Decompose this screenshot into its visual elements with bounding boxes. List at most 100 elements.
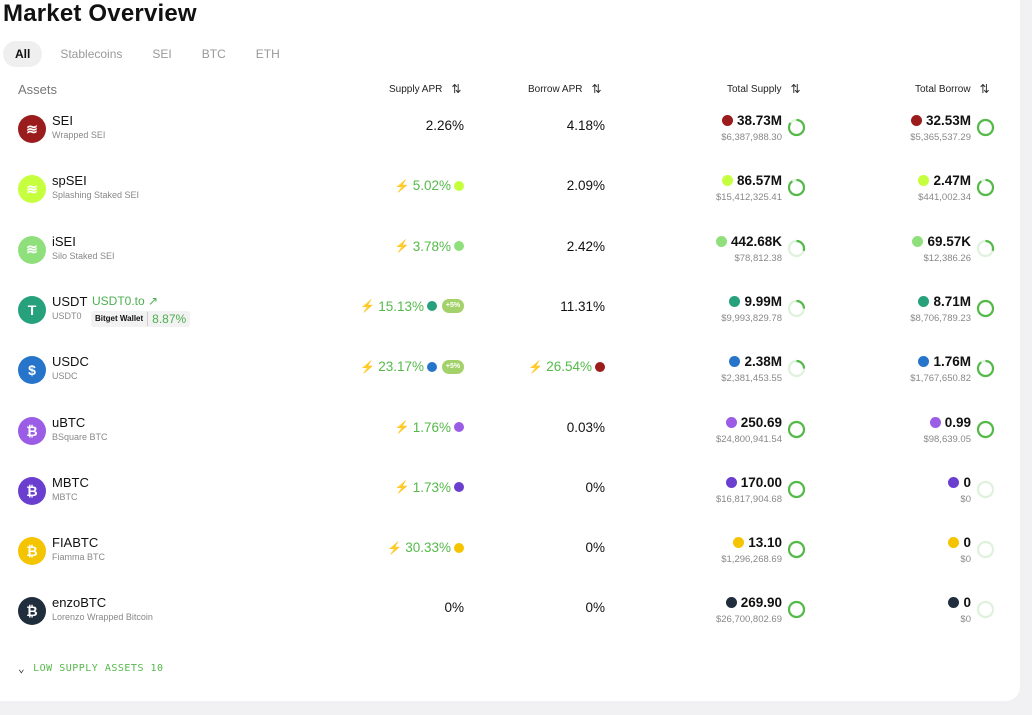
reward-token-icon — [454, 482, 464, 493]
total-borrow-cell: 1.76M $1,767,650.82 — [910, 354, 971, 385]
market-overview-card: Market Overview All Stablecoins SEI BTC … — [0, 0, 1020, 701]
bolt-icon: ⚡ — [394, 178, 410, 193]
total-borrow-header[interactable]: Total Borrow ⇅ — [915, 82, 990, 96]
wallet-badge[interactable]: Bitget Wallet 8.87% — [91, 310, 191, 327]
table-row[interactable]: ≋ spSEI Splashing Staked SEI ⚡ 5.02% 2.09% 86.… — [0, 170, 1020, 230]
bolt-icon: ⚡ — [387, 540, 403, 555]
asset-logo-icon: $ — [18, 356, 46, 385]
table-row[interactable]: T USDT USDT0 USDT0.to ↗ Bitget Wallet 8.87% ⚡ 1… — [0, 291, 1020, 351]
utilization-ring-icon — [787, 118, 806, 137]
asset-name: enzoBTC — [52, 595, 107, 611]
token-icon — [721, 115, 733, 126]
utilization-ring-icon — [787, 239, 806, 257]
utilization-ring-icon — [787, 420, 806, 438]
borrow-apr-value: 11.31% — [560, 298, 605, 314]
sort-icon[interactable]: ⇅ — [979, 82, 990, 96]
bolt-icon: ⚡ — [360, 359, 376, 374]
asset-name: USDT — [52, 293, 88, 309]
token-icon — [715, 235, 727, 247]
tab-all[interactable]: All — [3, 41, 43, 67]
borrow-apr-header[interactable]: Borrow APR ⇅ — [528, 82, 602, 96]
supply-apr-value: ⚡ 5.02% — [395, 178, 464, 193]
token-icon — [948, 476, 960, 488]
sort-icon[interactable]: ⇅ — [790, 82, 801, 96]
bolt-icon: ⚡ — [394, 480, 410, 495]
sort-icon[interactable]: ⇅ — [451, 82, 462, 96]
supply-apr-value: ⚡ 3.78% — [395, 239, 464, 254]
asset-logo-icon: T — [18, 295, 46, 324]
total-borrow-cell: 0 $0 — [948, 595, 971, 625]
total-supply-header[interactable]: Total Supply ⇅ — [727, 82, 801, 96]
table-row[interactable]: ₿ MBTC MBTC ⚡ 1.73% 0% 170.00 $16,817,904.68 0 $0 — [0, 472, 1020, 532]
bolt-icon: ⚡ — [360, 299, 376, 314]
borrow-apr-value: 0% — [585, 540, 605, 556]
token-icon — [918, 356, 930, 368]
bolt-icon: ⚡ — [394, 239, 410, 254]
bolt-icon: ⚡ — [394, 420, 410, 434]
wallet-pct: 8.87% — [147, 311, 186, 326]
tab-btc[interactable]: BTC — [201, 47, 226, 61]
tab-sei[interactable]: SEI — [152, 47, 172, 61]
asset-subtitle: Lorenzo Wrapped Bitcoin — [52, 612, 153, 623]
total-supply-cell: 13.10 $1,296,268.69 — [721, 535, 782, 566]
reward-token-icon — [454, 422, 464, 432]
table-row[interactable]: $ USDC USDC ⚡ 23.17% +5% ⚡ 26.54% 2.38M $2,381,45… — [0, 351, 1020, 411]
supply-apr-header[interactable]: Supply APR ⇅ — [389, 82, 461, 96]
low-supply-toggle[interactable]: ⌄ LOW SUPPLY ASSETS 10 — [18, 662, 164, 675]
total-borrow-cell: 0 $0 — [948, 535, 971, 565]
utilization-ring-icon — [976, 179, 995, 197]
asset-logo-icon: ≋ — [18, 115, 46, 143]
filter-tabs: All Stablecoins SEI BTC ETH — [3, 41, 292, 67]
table-row[interactable]: ₿ FIABTC Fiamma BTC ⚡ 30.33% 0% 13.10 $1,296,26… — [0, 532, 1020, 592]
borrow-apr-value: 0.03% — [566, 419, 605, 435]
tab-stablecoins[interactable]: Stablecoins — [60, 47, 123, 61]
sort-icon[interactable]: ⇅ — [591, 82, 602, 96]
total-supply-cell: 269.90 $26,700,802.69 — [715, 595, 782, 626]
asset-logo-icon: ₿ — [18, 416, 46, 445]
usdt0-link[interactable]: USDT0.to ↗ — [92, 293, 159, 308]
total-borrow-cell: 8.71M $8,706,789.23 — [910, 293, 971, 324]
token-icon — [948, 537, 960, 549]
supply-apr-value: ⚡ 1.73% — [395, 480, 464, 495]
total-supply-label: Total Supply — [727, 83, 782, 95]
table-row[interactable]: ≋ iSEI Silo Staked SEI ⚡ 3.78% 2.42% 442.68K $7… — [0, 231, 1020, 291]
borrow-apr-value: 0% — [585, 479, 605, 495]
asset-logo-icon: ≋ — [18, 175, 46, 204]
promo-badge: +5% — [442, 359, 464, 374]
utilization-ring-icon — [787, 179, 806, 197]
utilization-ring-icon — [787, 299, 806, 317]
asset-subtitle: MBTC — [52, 491, 78, 502]
table-row[interactable]: ≋ SEI Wrapped SEI 2.26% 4.18% 38.73M $6,387,98… — [0, 110, 1020, 170]
asset-logo-icon: ₿ — [18, 476, 46, 505]
tab-eth[interactable]: ETH — [255, 47, 280, 61]
utilization-ring-icon — [787, 480, 806, 498]
asset-subtitle: Fiamma BTC — [52, 552, 106, 563]
borrow-apr-value: 2.09% — [566, 178, 605, 194]
token-icon — [729, 295, 741, 307]
token-icon — [729, 356, 741, 368]
token-icon — [929, 416, 941, 428]
utilization-ring-icon — [787, 601, 806, 619]
asset-name: uBTC — [52, 414, 86, 430]
reward-token-icon — [454, 241, 464, 252]
asset-subtitle: USDC — [52, 371, 78, 382]
asset-name: SEI — [52, 113, 73, 128]
token-icon — [912, 235, 924, 247]
utilization-ring-icon — [976, 480, 995, 498]
total-borrow-cell: 69.57K $12,386.26 — [912, 234, 971, 264]
bolt-icon: ⚡ — [528, 359, 544, 374]
supply-apr-value: ⚡ 30.33% — [387, 540, 464, 555]
total-supply-cell: 2.38M $2,381,453.55 — [721, 354, 782, 385]
total-supply-cell: 170.00 $16,817,904.68 — [715, 474, 782, 505]
table-row[interactable]: ₿ uBTC BSquare BTC ⚡ 1.76% 0.03% 250.69 $24,800… — [0, 412, 1020, 472]
asset-subtitle: Splashing Staked SEI — [52, 190, 140, 201]
table-row[interactable]: ₿ enzoBTC Lorenzo Wrapped Bitcoin 0% 0% 269.9… — [0, 592, 1020, 652]
utilization-ring-icon — [976, 420, 995, 438]
assets-header: Assets — [18, 82, 58, 97]
reward-token-icon — [427, 361, 437, 372]
borrow-apr-value: ⚡ 26.54% — [528, 359, 605, 374]
borrow-apr-value: 2.42% — [566, 238, 605, 254]
asset-subtitle: USDT0 — [52, 310, 82, 321]
reward-token-icon — [427, 301, 437, 312]
total-supply-cell: 442.68K $78,812.38 — [715, 234, 782, 264]
